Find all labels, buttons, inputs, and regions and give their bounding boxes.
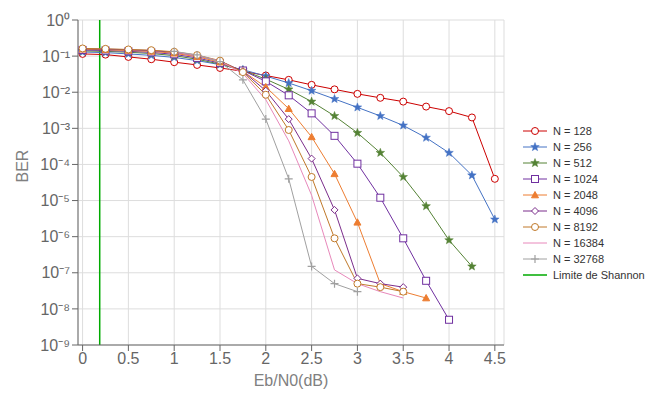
html-text:Limite de Shannon: Limite de Shannon: [553, 269, 645, 281]
svg-text:10⁻⁸: 10⁻⁸: [40, 301, 70, 318]
svg-text:4.5: 4.5: [484, 350, 506, 367]
svg-text:10⁻⁹: 10⁻⁹: [40, 337, 70, 354]
svg-text:10⁻⁶: 10⁻⁶: [41, 228, 70, 245]
svg-text:0.5: 0.5: [117, 350, 139, 367]
svg-text:10⁻⁷: 10⁻⁷: [41, 264, 70, 281]
svg-text:2: 2: [261, 350, 270, 367]
html-text:N = 256: N = 256: [553, 141, 592, 153]
html-text:N = 512: N = 512: [553, 157, 592, 169]
svg-text:10⁻⁵: 10⁻⁵: [41, 192, 70, 209]
svg-text:10⁻³: 10⁻³: [42, 120, 71, 137]
svg-text:10⁰: 10⁰: [46, 12, 70, 29]
html-text:N = 128: N = 128: [553, 125, 592, 137]
svg-text:2.5: 2.5: [300, 350, 322, 367]
svg-text:10⁻⁴: 10⁻⁴: [40, 156, 70, 173]
html-text:N = 4096: N = 4096: [553, 205, 598, 217]
html-text:N = 8192: N = 8192: [553, 221, 598, 233]
svg-text:4: 4: [445, 350, 454, 367]
svg-text:1: 1: [170, 350, 179, 367]
svg-text:10⁻¹: 10⁻¹: [42, 48, 70, 65]
html-text:N = 16384: N = 16384: [553, 237, 605, 249]
html-text:N = 1024: N = 1024: [553, 173, 598, 185]
svg-text:10⁻²: 10⁻²: [42, 84, 71, 101]
svg-text:1.5: 1.5: [209, 350, 231, 367]
svg-text:Eb/N0(dB): Eb/N0(dB): [254, 372, 329, 389]
svg-text:BER: BER: [14, 150, 31, 183]
html-text:N = 32768: N = 32768: [553, 253, 605, 265]
svg-text:3: 3: [353, 350, 362, 367]
svg-text:3.5: 3.5: [392, 350, 414, 367]
svg-text:0: 0: [78, 350, 87, 367]
html-text:N = 2048: N = 2048: [553, 189, 598, 201]
